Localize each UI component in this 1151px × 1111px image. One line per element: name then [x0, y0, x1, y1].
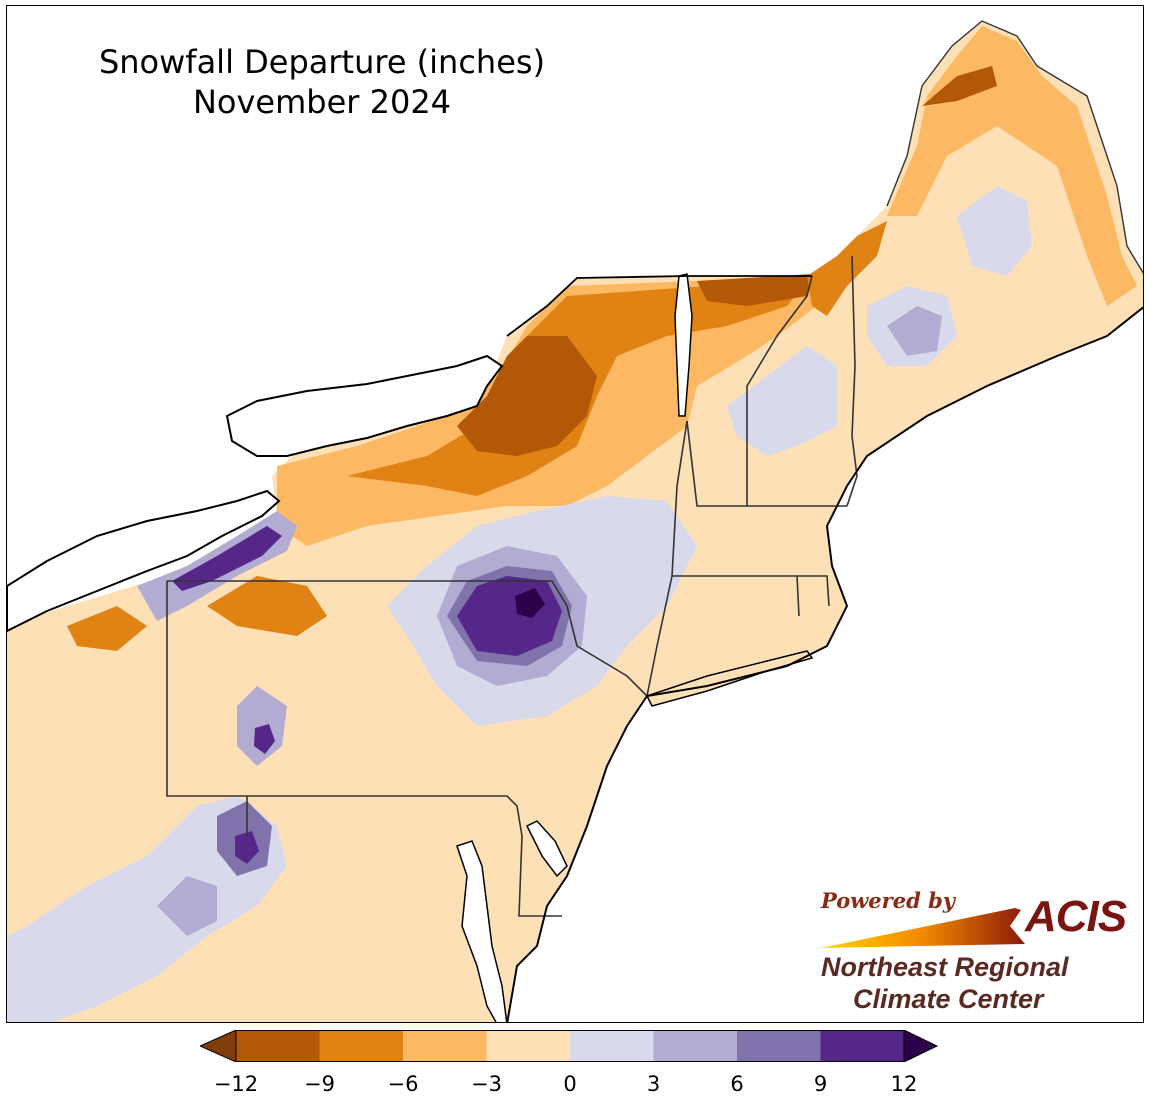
surplus-zone-me-central	[957, 186, 1032, 276]
colorbar-bin	[653, 1030, 737, 1062]
colorbar-bin	[820, 1030, 904, 1062]
surplus-zone-lake-erie-core	[172, 526, 282, 591]
colorbar-bin	[737, 1030, 821, 1062]
colorbar-frame	[235, 1030, 905, 1062]
colorbar-tick-label: −3	[471, 1072, 502, 1096]
deficit-zone-nh-north	[807, 221, 887, 316]
deficit-zone-northern-maine	[922, 66, 997, 106]
acis-text: ACIS	[1025, 892, 1127, 941]
powered-by-text: Powered by	[821, 888, 955, 913]
lake-erie	[7, 489, 281, 633]
delaware-bay	[525, 820, 568, 878]
deficit-zone-ny-core	[457, 336, 597, 456]
long-island	[645, 650, 814, 707]
title-line-1: Snowfall Departure (inches)	[98, 43, 546, 81]
coastline	[506, 306, 1143, 1022]
surplus-zone-me-west-2	[887, 306, 942, 356]
deficit-zone-western-ny	[207, 576, 327, 636]
colorbar-tick-label: 12	[890, 1072, 918, 1096]
snowfall-departure-map	[7, 20, 1143, 1022]
colorbar-tick-label: 0	[563, 1072, 577, 1096]
colorbar-tick-label: 9	[813, 1072, 828, 1096]
state-borders	[166, 255, 858, 917]
colorbar-tick-label: 6	[730, 1072, 744, 1096]
deficit-zone-nw-pa	[67, 606, 147, 651]
surplus-zone-wv-md	[7, 796, 287, 1022]
title-line-2: November 2024	[192, 83, 452, 121]
colorbar-bin	[486, 1030, 570, 1062]
surplus-zone-core-peak	[515, 588, 545, 618]
surplus-zone-central-pa-core	[254, 724, 275, 754]
colorbar-over-arrow	[903, 1030, 939, 1062]
acis-swoosh-icon	[821, 908, 1025, 948]
colorbar	[200, 1030, 939, 1062]
surplus-zone-nh	[727, 346, 837, 456]
ny-north-border	[506, 275, 812, 337]
colorbar-bin	[319, 1030, 403, 1062]
map-title: Snowfall Departure (inches) November 202…	[27, 42, 617, 122]
colorbar-tick-label: −12	[213, 1072, 259, 1096]
org-name-line-2: Climate Center	[853, 984, 1044, 1014]
lake-ontario	[225, 354, 504, 457]
colorbar-bin	[570, 1030, 654, 1062]
acis-credit-logo: Powered by ACIS Northeast Regional Clima…	[815, 886, 1135, 1016]
lake-champlain	[674, 273, 693, 417]
colorbar-bin	[236, 1030, 320, 1062]
deficit-zone-northern-vt	[697, 274, 812, 306]
colorbar-tick-label: 3	[646, 1072, 661, 1096]
chesapeake-bay	[456, 840, 508, 1022]
map-frame: Snowfall Departure (inches) November 202…	[6, 5, 1144, 1023]
org-name-line-1: Northeast Regional	[821, 952, 1069, 982]
atlantic-ocean	[507, 307, 1143, 1022]
surplus-zone-garrett-core	[235, 831, 259, 864]
colorbar-tick-label: −6	[387, 1072, 419, 1096]
colorbar-under-arrow	[200, 1030, 237, 1062]
colorbar-tick-label: −9	[304, 1072, 335, 1096]
surplus-zone-wv-md-2	[157, 876, 217, 936]
colorbar-bin	[403, 1030, 487, 1062]
maine-north-border	[886, 20, 1143, 275]
